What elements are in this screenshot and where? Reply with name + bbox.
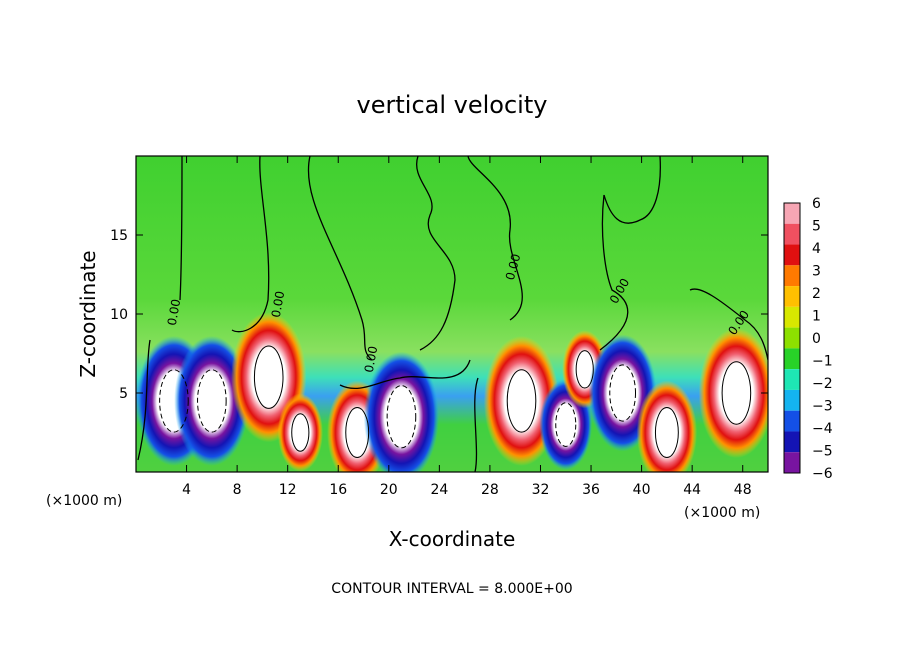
cell-contour: [253, 345, 284, 409]
cell-contour: [575, 350, 594, 389]
contour-label: 0.00: [165, 298, 183, 327]
colorbar-swatch: [784, 410, 800, 432]
x-tick-label: 8: [233, 482, 242, 498]
cell-contour: [345, 407, 370, 458]
zero-contour: [307, 156, 373, 361]
zero-contour: [231, 156, 270, 333]
cell-contour: [721, 361, 752, 425]
zero-contour: [137, 339, 151, 461]
cell-contour: [506, 369, 537, 433]
colorbar-swatch: [784, 369, 800, 390]
x-tick-label: 36: [582, 482, 600, 498]
velocity-cell: [174, 335, 250, 466]
colorbar-swatch: [784, 306, 800, 328]
contour-label: 0.00: [362, 345, 380, 374]
cell-contour: [159, 369, 189, 433]
x-tick-label: 16: [329, 482, 347, 498]
cell-contour: [386, 385, 417, 449]
y-axis: 5 10 15: [110, 228, 768, 402]
colorbar-tick-label: 4: [812, 241, 821, 257]
cell-contour: [197, 369, 227, 433]
colorbar-tick-label: −6: [812, 466, 833, 482]
x-tick-label: 44: [683, 482, 701, 498]
contour-label: 0.00: [269, 290, 287, 319]
x-tick-label: 28: [481, 482, 499, 498]
colorbar-tick-label: −3: [812, 399, 833, 415]
zero-contours: [137, 156, 768, 472]
x-unit-label-right: (×1000 m): [684, 505, 760, 521]
zero-contour: [416, 156, 456, 351]
colorbar-swatch: [784, 327, 800, 349]
x-tick-label: 32: [532, 482, 550, 498]
colorbar-tick-label: −5: [812, 444, 833, 460]
colorbar-swatch: [784, 244, 800, 266]
colorbar-frame: [783, 202, 801, 474]
colorbar-swatch: [784, 223, 800, 245]
plot-area: [136, 156, 768, 472]
x-tick-label: 12: [279, 482, 297, 498]
x-unit-label-left: (×1000 m): [46, 493, 122, 509]
zero-contour: [467, 156, 523, 321]
chart-title: vertical velocity: [357, 91, 548, 119]
colorbar-swatch: [784, 286, 800, 307]
contour-label: 0.00: [503, 252, 523, 281]
zero-contour: [474, 377, 479, 472]
colorbar-swatch: [784, 203, 800, 224]
colorbar-tick-label: −4: [812, 421, 833, 437]
cell-contour: [555, 402, 577, 447]
y-tick-label: 10: [110, 307, 128, 323]
x-tick-label: 24: [430, 482, 448, 498]
cell-outlines: [159, 345, 752, 458]
colorbar-tick-label: 6: [812, 196, 821, 212]
contour-interval-note: CONTOUR INTERVAL = 8.000E+00: [331, 581, 572, 597]
colorbar-swatch: [784, 265, 800, 287]
colorbar-tick-label: −1: [812, 354, 833, 370]
velocity-cell: [277, 393, 323, 472]
y-tick-label: 15: [110, 228, 128, 244]
y-tick-label: 5: [119, 386, 128, 402]
colorbar-tick-label: 0: [812, 331, 821, 347]
zero-contour: [339, 359, 471, 390]
colorbar-swatch: [784, 389, 800, 411]
zero-contour: [599, 194, 629, 351]
x-tick-label: 4: [182, 482, 191, 498]
cell-contour: [291, 413, 310, 452]
zero-contour: [603, 156, 661, 224]
y-axis-title: Z-coordinate: [76, 250, 100, 377]
colorbar-swatch: [784, 452, 800, 473]
colorbar: 6 5 4 3 2 1 0 −1 −2 −3 −4 −5 −6: [783, 196, 833, 482]
colorbar-swatch: [784, 348, 800, 370]
x-tick-label: 48: [734, 482, 752, 498]
x-tick-label: 20: [380, 482, 398, 498]
zero-contour: [179, 156, 183, 301]
colorbar-tick-label: 1: [812, 309, 821, 325]
zero-contour: [689, 288, 768, 361]
colorbar-tick-label: 2: [812, 286, 821, 302]
colorbar-swatch: [784, 431, 800, 453]
x-tick-label: 40: [633, 482, 651, 498]
x-axis: 4 8 12 16 20 24 28 32 36 40 44 48: [182, 156, 752, 498]
velocity-cells: [136, 312, 768, 472]
velocity-cell: [636, 380, 698, 472]
velocity-cell: [698, 328, 768, 458]
cell-contour: [654, 407, 679, 458]
colorbar-tick-label: −2: [812, 376, 833, 392]
cell-contour: [609, 364, 637, 422]
colorbar-tick-label: 3: [812, 264, 821, 280]
x-axis-title: X-coordinate: [389, 527, 516, 551]
colorbar-tick-label: 5: [812, 219, 821, 235]
